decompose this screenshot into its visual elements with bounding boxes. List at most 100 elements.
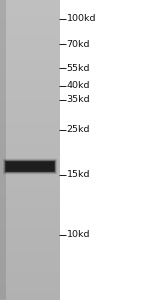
- Bar: [0, 2, 6, 3]
- Bar: [0, 232, 6, 234]
- Bar: [0, 286, 6, 288]
- Bar: [0, 50, 6, 51]
- Bar: [0, 238, 60, 240]
- Bar: [0, 240, 6, 242]
- Bar: [0, 62, 60, 64]
- Bar: [0, 273, 6, 275]
- Bar: [0, 92, 60, 93]
- Bar: [0, 196, 60, 198]
- Bar: [0, 257, 60, 259]
- Bar: [0, 29, 6, 31]
- Bar: [0, 130, 60, 132]
- Bar: [0, 170, 6, 172]
- Bar: [0, 134, 60, 135]
- Bar: [0, 86, 60, 88]
- Bar: [0, 108, 6, 110]
- Bar: [0, 198, 6, 200]
- Bar: [0, 263, 6, 265]
- Bar: [0, 186, 6, 188]
- Bar: [0, 225, 60, 227]
- Bar: [0, 85, 6, 87]
- Bar: [0, 2, 6, 4]
- Bar: [0, 261, 6, 263]
- Bar: [0, 74, 6, 75]
- Bar: [0, 158, 60, 159]
- Bar: [0, 248, 6, 249]
- Bar: [0, 168, 6, 170]
- Bar: [0, 83, 6, 85]
- Bar: [0, 220, 6, 222]
- Bar: [0, 291, 6, 293]
- Bar: [0, 123, 6, 125]
- Bar: [0, 278, 60, 279]
- Bar: [0, 200, 60, 201]
- Bar: [0, 213, 60, 215]
- Bar: [0, 298, 60, 300]
- Bar: [0, 81, 6, 83]
- Bar: [0, 95, 60, 97]
- Bar: [0, 137, 6, 139]
- Bar: [0, 194, 6, 196]
- Bar: [0, 12, 6, 14]
- Bar: [0, 0, 6, 1]
- Bar: [0, 112, 60, 114]
- Bar: [0, 237, 6, 239]
- Bar: [0, 14, 60, 15]
- Bar: [0, 174, 60, 176]
- Bar: [0, 68, 6, 69]
- Bar: [0, 268, 60, 270]
- Bar: [0, 260, 60, 261]
- Bar: [0, 141, 6, 143]
- Bar: [0, 279, 60, 281]
- Bar: [0, 200, 6, 201]
- Bar: [0, 284, 6, 286]
- Text: 100kd: 100kd: [66, 14, 96, 23]
- Bar: [0, 296, 60, 298]
- Bar: [0, 54, 6, 56]
- Bar: [0, 160, 60, 162]
- Bar: [0, 44, 6, 46]
- Bar: [0, 122, 6, 124]
- Bar: [0, 141, 60, 143]
- Bar: [0, 162, 6, 164]
- Bar: [0, 146, 6, 147]
- Bar: [0, 34, 60, 36]
- Bar: [0, 293, 6, 295]
- Bar: [0, 261, 60, 263]
- Bar: [0, 209, 6, 211]
- Bar: [0, 182, 6, 184]
- Bar: [0, 197, 6, 199]
- Bar: [0, 158, 6, 159]
- Bar: [0, 83, 60, 85]
- Bar: [0, 246, 60, 248]
- Bar: [0, 80, 60, 82]
- Bar: [0, 194, 60, 196]
- Bar: [0, 128, 6, 130]
- Bar: [0, 280, 60, 282]
- Bar: [0, 108, 60, 110]
- Bar: [0, 87, 6, 89]
- Bar: [0, 260, 6, 261]
- Bar: [0, 4, 60, 6]
- Bar: [0, 30, 6, 32]
- Bar: [0, 42, 6, 44]
- Bar: [0, 165, 60, 167]
- Bar: [0, 36, 60, 38]
- Bar: [0, 171, 60, 173]
- Text: 40kd: 40kd: [66, 81, 90, 90]
- Bar: [0, 52, 6, 54]
- Bar: [0, 96, 6, 98]
- Bar: [0, 52, 60, 54]
- Bar: [0, 230, 6, 232]
- Bar: [0, 28, 60, 30]
- Bar: [0, 274, 60, 276]
- Text: 10kd: 10kd: [66, 230, 90, 239]
- Bar: [0, 177, 60, 179]
- Bar: [0, 40, 6, 42]
- Bar: [0, 14, 6, 15]
- Bar: [0, 172, 6, 174]
- Bar: [0, 236, 6, 238]
- Bar: [0, 216, 60, 218]
- Bar: [0, 224, 60, 226]
- Bar: [0, 11, 60, 13]
